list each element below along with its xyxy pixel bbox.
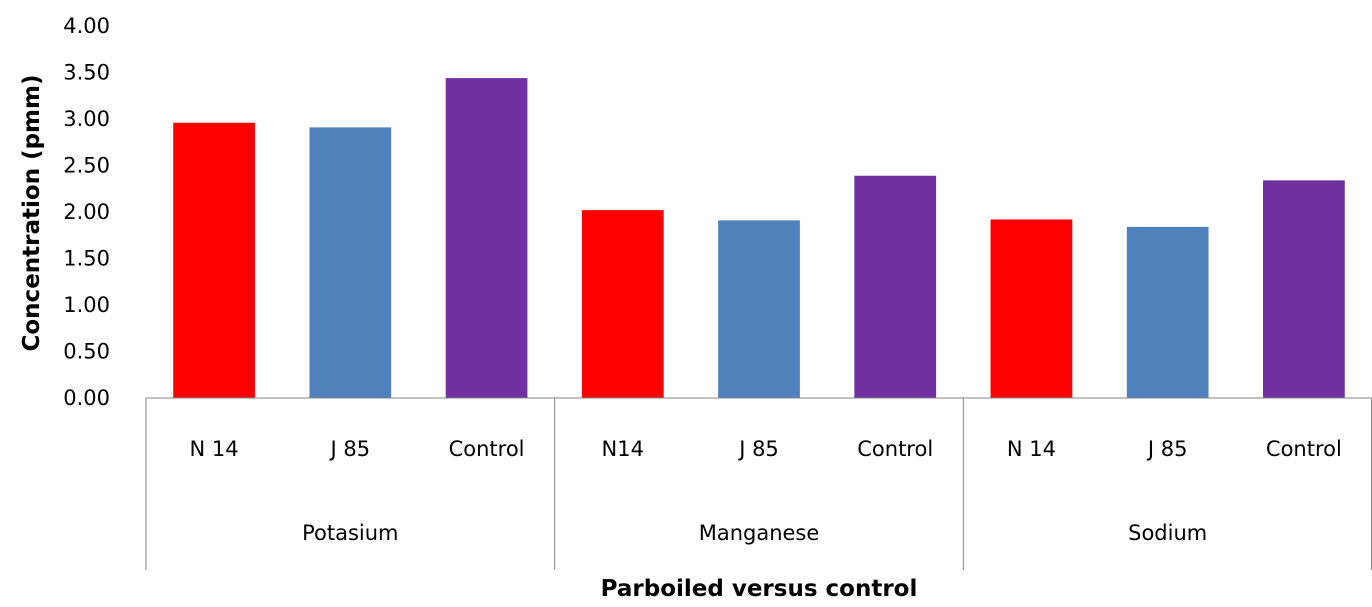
y-axis-title: Concentration (pmm)	[19, 75, 45, 352]
y-tick-label: 0.00	[63, 386, 110, 410]
bar	[1263, 180, 1345, 398]
y-tick-label: 2.50	[63, 154, 110, 178]
bar	[581, 210, 664, 398]
category-label: J 85	[329, 437, 371, 461]
category-label: J 85	[737, 437, 779, 461]
bar	[718, 220, 800, 398]
category-label: N 14	[190, 437, 239, 461]
category-label: N14	[602, 437, 644, 461]
bar	[1126, 226, 1209, 398]
y-tick-label: 3.50	[63, 61, 110, 85]
y-tick-label: 0.50	[63, 340, 110, 364]
group-labels: Potasium Manganese Sodium	[302, 521, 1207, 545]
y-tick-label: 1.50	[63, 247, 110, 271]
bar	[173, 122, 255, 398]
y-tick-label: 3.00	[63, 107, 110, 131]
bar	[990, 219, 1073, 398]
category-labels: N 14 J 85 Control N14 J 85 Control N 14 J 85 Con…	[190, 437, 1342, 461]
bar	[854, 175, 937, 398]
category-label: Control	[449, 437, 525, 461]
group-label: Sodium	[1128, 521, 1207, 545]
y-tick-label: 2.00	[63, 200, 110, 224]
x-axis-title: Parboiled versus control	[601, 576, 918, 602]
y-tick-label: 4.00	[63, 14, 110, 38]
y-axis-ticks: 0.00 0.50 1.00 1.50 2.00 2.50 3.00 3.50 4.00	[63, 14, 110, 410]
group-label: Manganese	[699, 521, 820, 545]
category-label: N 14	[1007, 437, 1056, 461]
bars	[173, 78, 1345, 399]
bar	[445, 78, 528, 398]
category-label: Control	[1266, 437, 1342, 461]
group-label: Potasium	[302, 521, 398, 545]
category-label: J 85	[1146, 437, 1188, 461]
bar	[309, 127, 392, 399]
category-label: Control	[857, 437, 933, 461]
y-tick-label: 1.00	[63, 293, 110, 317]
